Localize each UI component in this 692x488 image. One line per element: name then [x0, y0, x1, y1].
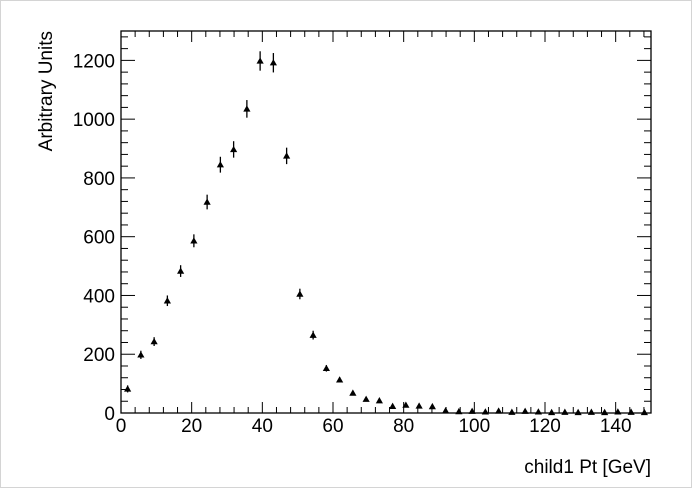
data-point: [428, 402, 436, 410]
x-tick-label: 0: [116, 416, 127, 437]
axis-ticks: [120, 31, 651, 414]
x-tick-label: 140: [600, 416, 632, 437]
data-point: [150, 337, 158, 345]
data-point: [640, 408, 648, 416]
data-point: [601, 408, 609, 416]
x-tick-label: 20: [181, 416, 202, 437]
data-point: [177, 267, 185, 274]
y-tick-label: 1200: [73, 51, 115, 72]
data-point: [495, 407, 503, 414]
data-point: [283, 152, 291, 159]
y-tick-label: 0: [104, 404, 115, 425]
axis-tick-labels: 0 20 40 60 80 100 120 140 0 200 400 600 800 1000 1200: [73, 51, 632, 437]
data-point: [362, 395, 370, 402]
data-point: [243, 105, 251, 112]
y-tick-label: 1000: [73, 110, 115, 131]
x-tick-label: 120: [529, 416, 561, 437]
x-tick-label: 60: [322, 416, 343, 437]
data-point: [561, 408, 569, 415]
data-markers: [124, 57, 648, 416]
data-point: [216, 161, 224, 168]
y-tick-label: 400: [83, 286, 115, 307]
data-point: [256, 57, 264, 64]
x-tick-label: 100: [458, 416, 490, 437]
data-point: [203, 198, 211, 205]
y-tick-label: 200: [83, 345, 115, 366]
data-point: [415, 402, 423, 409]
y-axis-label: Arbitrary Units: [36, 31, 57, 151]
data-point: [587, 408, 595, 415]
data-point: [163, 297, 171, 304]
data-point: [309, 331, 317, 338]
data-point: [296, 290, 304, 297]
plot-area-frame: [120, 30, 652, 414]
y-tick-label: 600: [83, 228, 115, 249]
data-point: [508, 408, 516, 415]
data-point: [190, 237, 198, 244]
data-point: [627, 408, 635, 415]
y-tick-label: 800: [83, 169, 115, 190]
x-tick-label: 40: [252, 416, 273, 437]
data-point: [548, 408, 556, 416]
data-point: [322, 364, 330, 372]
data-point: [574, 408, 582, 416]
data-point: [124, 385, 132, 392]
x-axis-label: child1 Pt [GeV]: [524, 457, 651, 478]
data-point: [336, 376, 344, 383]
data-point: [402, 401, 410, 408]
x-tick-label: 80: [393, 416, 414, 437]
data-point: [442, 407, 450, 414]
data-point: [375, 397, 383, 404]
data-point: [137, 351, 145, 358]
data-point: [269, 59, 277, 66]
data-point: [349, 389, 357, 396]
data-point: [230, 145, 238, 153]
data-point: [389, 402, 397, 409]
error-bars: [126, 51, 646, 413]
